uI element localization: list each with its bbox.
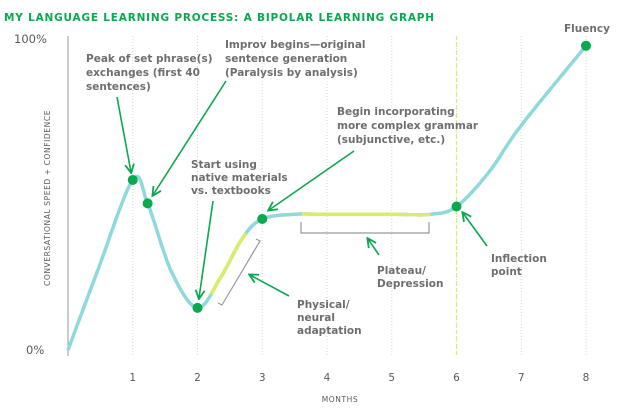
svg-text:sentence generation: sentence generation — [225, 53, 347, 65]
arrow-physical — [250, 275, 290, 297]
annotation-plateau: Plateau/ Depression — [377, 265, 443, 290]
y-tick-100: 100% — [14, 32, 47, 46]
svg-text:point: point — [491, 266, 522, 278]
x-tick-label: 5 — [388, 372, 395, 384]
svg-text:adaptation: adaptation — [297, 325, 362, 337]
annotation-fluency: Fluency — [564, 23, 610, 35]
svg-text:Start using: Start using — [191, 159, 257, 171]
arrow-improv — [153, 80, 227, 195]
y-axis-label: CONVERSATIONAL SPEED + CONFIDENCE — [43, 110, 52, 286]
highlight-segment — [209, 232, 248, 295]
x-tick-label: 1 — [129, 372, 136, 384]
arrow-native — [199, 200, 214, 298]
arrow-grammar — [269, 150, 355, 210]
adaptation-bracket — [217, 238, 261, 306]
svg-text:sentences): sentences) — [86, 81, 151, 93]
milestone-point — [142, 198, 153, 209]
x-tick-label: 2 — [194, 372, 201, 384]
milestone-point — [127, 174, 138, 185]
annotation-native: Start using native materials vs. textboo… — [191, 159, 288, 197]
svg-text:exchanges (first 40: exchanges (first 40 — [86, 67, 200, 79]
milestone-point — [451, 201, 462, 212]
svg-text:Peak of set phrase(s): Peak of set phrase(s) — [86, 53, 213, 65]
svg-text:Physical/: Physical/ — [297, 299, 350, 311]
annotation-physical: Physical/ neural adaptation — [297, 299, 362, 337]
x-tick-label: 7 — [518, 372, 525, 384]
svg-text:more complex grammar: more complex grammar — [337, 120, 479, 132]
svg-text:Begin incorporating: Begin incorporating — [337, 106, 455, 118]
highlight-segment — [301, 212, 431, 217]
svg-text:(subjunctive, etc.): (subjunctive, etc.) — [337, 134, 445, 146]
chart-title: MY LANGUAGE LEARNING PROCESS: A BIPOLAR … — [4, 12, 435, 24]
milestone-point — [581, 40, 591, 51]
x-tick-label: 8 — [583, 372, 590, 384]
x-tick-label: 6 — [453, 372, 460, 384]
plateau-bracket — [300, 222, 430, 234]
milestone-point — [192, 302, 203, 313]
svg-text:vs. textbooks: vs. textbooks — [191, 185, 271, 197]
x-axis-label: MONTHS — [322, 395, 359, 404]
milestone-point — [257, 213, 268, 224]
annotation-improv: Improv begins—original sentence generati… — [225, 39, 366, 79]
annotation-grammar: Begin incorporating more complex grammar… — [337, 106, 479, 146]
svg-text:Depression: Depression — [377, 278, 443, 290]
annotation-inflection: Inflection point — [491, 253, 547, 278]
svg-text:native materials: native materials — [191, 172, 288, 184]
svg-text:Improv begins—original: Improv begins—original — [225, 39, 366, 51]
svg-text:neural: neural — [297, 312, 335, 324]
svg-text:Plateau/: Plateau/ — [377, 265, 426, 277]
arrow-plateau — [368, 239, 380, 256]
arrow-peak — [116, 96, 131, 172]
x-tick-label: 4 — [324, 372, 331, 384]
arrow-inflection — [463, 213, 488, 247]
x-tick-label: 3 — [259, 372, 266, 384]
svg-text:Inflection: Inflection — [491, 253, 547, 265]
svg-text:(Paralysis by analysis): (Paralysis by analysis) — [225, 67, 358, 79]
y-tick-0: 0% — [26, 343, 44, 357]
annotation-peak: Peak of set phrase(s) exchanges (first 4… — [86, 53, 213, 93]
